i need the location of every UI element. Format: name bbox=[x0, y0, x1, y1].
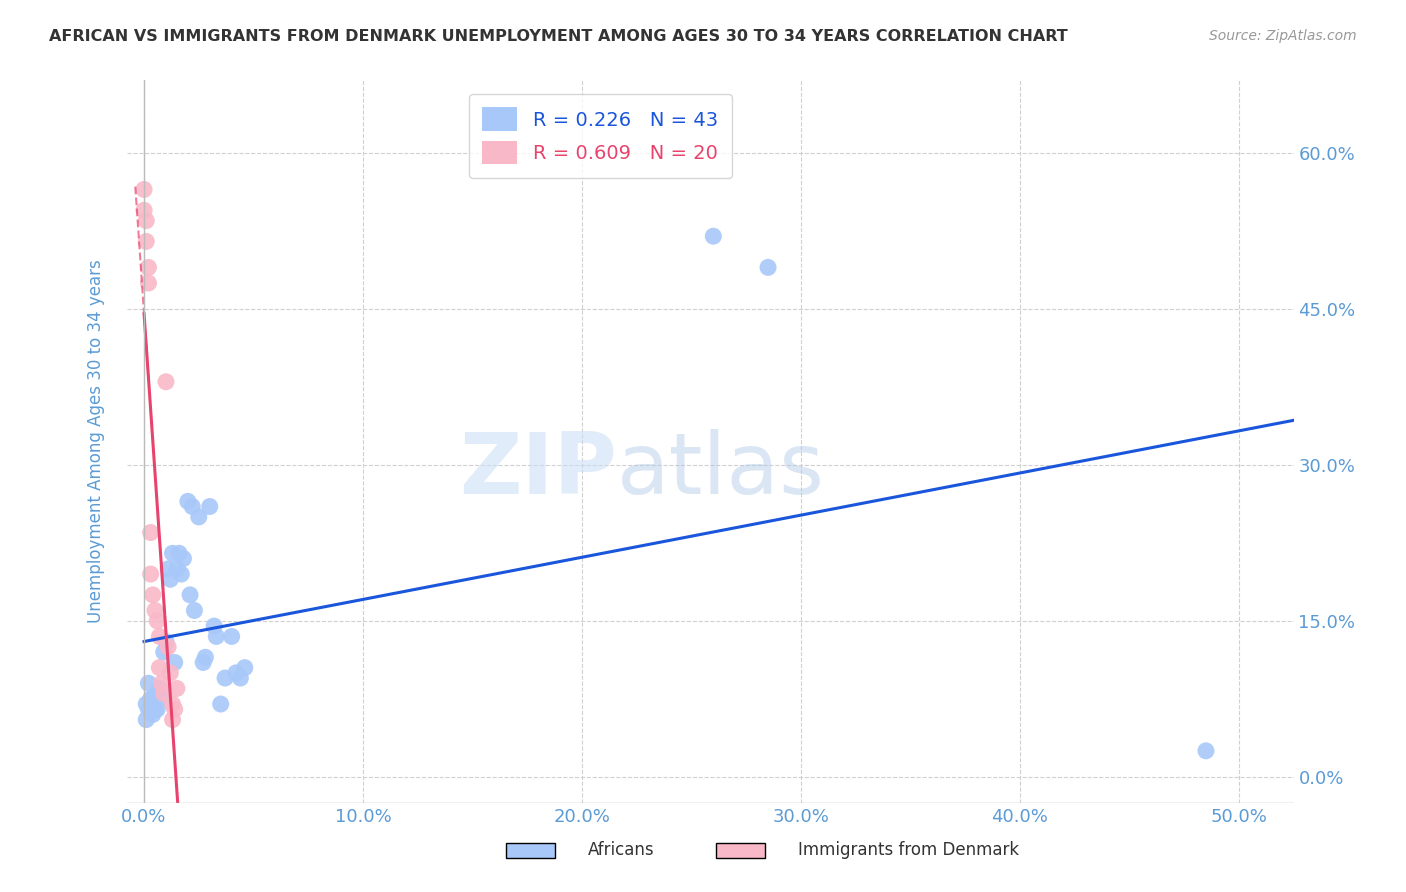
Point bbox=[162, 697, 184, 711]
Point bbox=[179, 588, 201, 602]
Point bbox=[162, 713, 184, 727]
Point bbox=[148, 681, 170, 696]
Point bbox=[177, 494, 200, 508]
Point bbox=[187, 509, 209, 524]
Point bbox=[142, 588, 165, 602]
Point bbox=[756, 260, 779, 275]
Point bbox=[202, 619, 225, 633]
Point bbox=[214, 671, 236, 685]
Point bbox=[702, 229, 724, 244]
Point bbox=[132, 203, 155, 218]
Text: Africans: Africans bbox=[588, 841, 654, 859]
Point bbox=[142, 691, 165, 706]
Point bbox=[146, 687, 169, 701]
Point bbox=[152, 645, 174, 659]
Point bbox=[155, 634, 177, 648]
Point bbox=[138, 702, 160, 716]
Point bbox=[209, 697, 232, 711]
Point bbox=[163, 702, 186, 716]
Point bbox=[167, 546, 190, 560]
Point bbox=[193, 656, 215, 670]
Point bbox=[132, 182, 155, 196]
Point bbox=[138, 260, 160, 275]
Point bbox=[150, 691, 173, 706]
Point bbox=[135, 235, 157, 249]
Point bbox=[194, 650, 217, 665]
Point bbox=[143, 603, 166, 617]
Point bbox=[229, 671, 252, 685]
Point bbox=[166, 681, 188, 696]
Point bbox=[148, 630, 170, 644]
Point bbox=[135, 213, 157, 227]
Point bbox=[139, 525, 162, 540]
Point bbox=[181, 500, 204, 514]
Point bbox=[143, 691, 166, 706]
Point bbox=[135, 713, 157, 727]
Point bbox=[150, 676, 173, 690]
Point bbox=[143, 702, 166, 716]
Point bbox=[152, 687, 174, 701]
Point bbox=[205, 630, 228, 644]
Y-axis label: Unemployment Among Ages 30 to 34 years: Unemployment Among Ages 30 to 34 years bbox=[87, 260, 105, 624]
Point bbox=[159, 665, 181, 680]
FancyBboxPatch shape bbox=[716, 843, 765, 858]
Point bbox=[146, 614, 169, 628]
FancyBboxPatch shape bbox=[506, 843, 555, 858]
Point bbox=[148, 660, 170, 674]
Point bbox=[162, 546, 184, 560]
Point bbox=[135, 697, 157, 711]
Point bbox=[142, 707, 165, 722]
Text: ZIP: ZIP bbox=[458, 429, 617, 512]
Point bbox=[1195, 744, 1218, 758]
Point bbox=[166, 562, 188, 576]
Point bbox=[138, 276, 160, 290]
Point bbox=[170, 567, 193, 582]
Text: AFRICAN VS IMMIGRANTS FROM DENMARK UNEMPLOYMENT AMONG AGES 30 TO 34 YEARS CORREL: AFRICAN VS IMMIGRANTS FROM DENMARK UNEMP… bbox=[49, 29, 1069, 44]
Point bbox=[172, 551, 194, 566]
Point bbox=[233, 660, 256, 674]
Point bbox=[159, 572, 181, 586]
Text: Source: ZipAtlas.com: Source: ZipAtlas.com bbox=[1209, 29, 1357, 43]
Point bbox=[225, 665, 247, 680]
Point bbox=[146, 702, 169, 716]
Point bbox=[157, 640, 180, 654]
Point bbox=[138, 676, 160, 690]
Point bbox=[139, 691, 162, 706]
Point bbox=[139, 567, 162, 582]
Point bbox=[183, 603, 205, 617]
Point bbox=[221, 630, 243, 644]
Point bbox=[139, 702, 162, 716]
Point bbox=[198, 500, 221, 514]
Point bbox=[157, 562, 180, 576]
Text: Immigrants from Denmark: Immigrants from Denmark bbox=[797, 841, 1019, 859]
Text: atlas: atlas bbox=[617, 429, 825, 512]
Point bbox=[163, 656, 186, 670]
Legend: R = 0.226   N = 43, R = 0.609   N = 20: R = 0.226 N = 43, R = 0.609 N = 20 bbox=[468, 94, 731, 178]
Point bbox=[155, 375, 177, 389]
